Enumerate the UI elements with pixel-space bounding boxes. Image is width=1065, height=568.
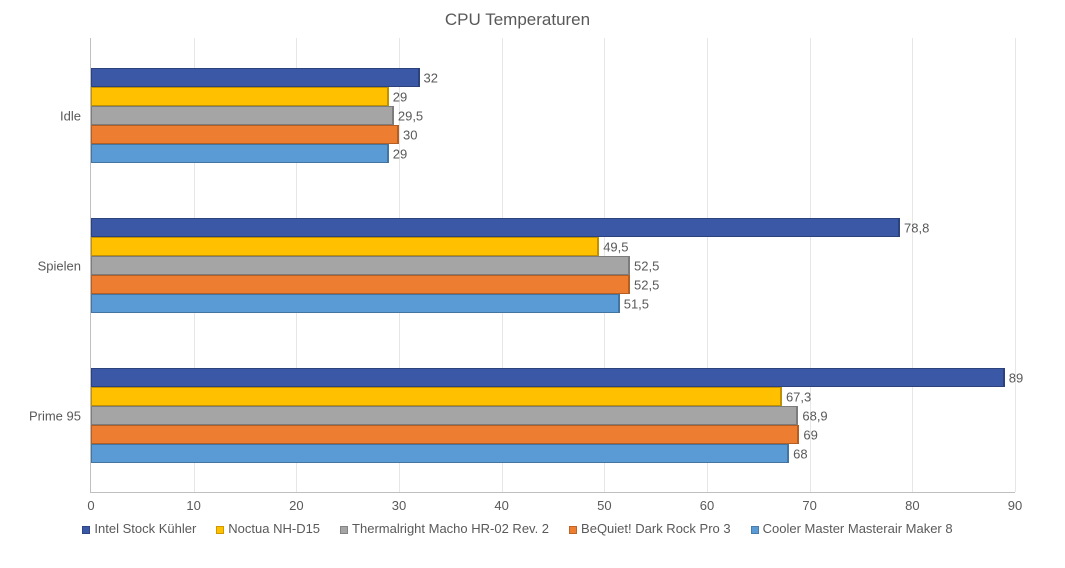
y-tick-label: Spielen: [38, 258, 81, 273]
legend-item: Noctua NH-D15: [216, 521, 320, 536]
x-tick-label: 20: [289, 498, 303, 513]
legend-swatch: [340, 526, 348, 534]
bar: 67,3: [91, 387, 782, 406]
y-tick-label: Prime 95: [29, 408, 81, 423]
bar-value-label: 68,9: [802, 408, 827, 423]
x-tick-label: 40: [494, 498, 508, 513]
bar: 29: [91, 87, 389, 106]
bar-value-label: 68: [793, 446, 807, 461]
category-group: 322929,53029: [91, 68, 1015, 163]
x-tick-label: 60: [700, 498, 714, 513]
legend-swatch: [216, 526, 224, 534]
bar: 68: [91, 444, 789, 463]
x-tick-label: 90: [1008, 498, 1022, 513]
bar-value-label: 78,8: [904, 220, 929, 235]
bar: 69: [91, 425, 799, 444]
bar-value-label: 29: [393, 146, 407, 161]
category-group: 78,849,552,552,551,5: [91, 218, 1015, 313]
legend-swatch: [569, 526, 577, 534]
bar: 51,5: [91, 294, 620, 313]
bar: 52,5: [91, 275, 630, 294]
bar-value-label: 29: [393, 89, 407, 104]
plot-area: 0102030405060708090322929,53029Idle78,84…: [90, 38, 1015, 493]
bar: 30: [91, 125, 399, 144]
legend-label: Cooler Master Masterair Maker 8: [763, 521, 953, 536]
bar: 32: [91, 68, 420, 87]
bar-value-label: 52,5: [634, 258, 659, 273]
legend: Intel Stock Kühler Noctua NH-D15 Thermalri…: [10, 521, 1025, 536]
x-tick-label: 70: [802, 498, 816, 513]
legend-label: Intel Stock Kühler: [94, 521, 196, 536]
bar-value-label: 30: [403, 127, 417, 142]
x-tick-label: 50: [597, 498, 611, 513]
y-tick-label: Idle: [60, 108, 81, 123]
legend-item: Thermalright Macho HR-02 Rev. 2: [340, 521, 549, 536]
legend-label: Thermalright Macho HR-02 Rev. 2: [352, 521, 549, 536]
bar-value-label: 49,5: [603, 239, 628, 254]
bar-value-label: 89: [1009, 370, 1023, 385]
bar-value-label: 69: [803, 427, 817, 442]
chart-title: CPU Temperaturen: [10, 10, 1025, 30]
legend-label: Noctua NH-D15: [228, 521, 320, 536]
legend-item: BeQuiet! Dark Rock Pro 3: [569, 521, 731, 536]
gridline: [1015, 38, 1016, 492]
bar-value-label: 67,3: [786, 389, 811, 404]
bar: 49,5: [91, 237, 599, 256]
legend-item: Cooler Master Masterair Maker 8: [751, 521, 953, 536]
x-tick-label: 30: [392, 498, 406, 513]
bar: 78,8: [91, 218, 900, 237]
x-tick-label: 10: [186, 498, 200, 513]
bar-value-label: 29,5: [398, 108, 423, 123]
legend-swatch: [82, 526, 90, 534]
bar-value-label: 32: [424, 70, 438, 85]
bar: 68,9: [91, 406, 798, 425]
bar: 29,5: [91, 106, 394, 125]
legend-item: Intel Stock Kühler: [82, 521, 196, 536]
legend-swatch: [751, 526, 759, 534]
bar: 89: [91, 368, 1005, 387]
bar-value-label: 51,5: [624, 296, 649, 311]
chart-container: CPU Temperaturen 01020304050607080903229…: [0, 0, 1065, 568]
bar-value-label: 52,5: [634, 277, 659, 292]
legend-label: BeQuiet! Dark Rock Pro 3: [581, 521, 731, 536]
bar: 52,5: [91, 256, 630, 275]
x-tick-label: 0: [87, 498, 94, 513]
bar: 29: [91, 144, 389, 163]
category-group: 8967,368,96968: [91, 368, 1015, 463]
x-tick-label: 80: [905, 498, 919, 513]
